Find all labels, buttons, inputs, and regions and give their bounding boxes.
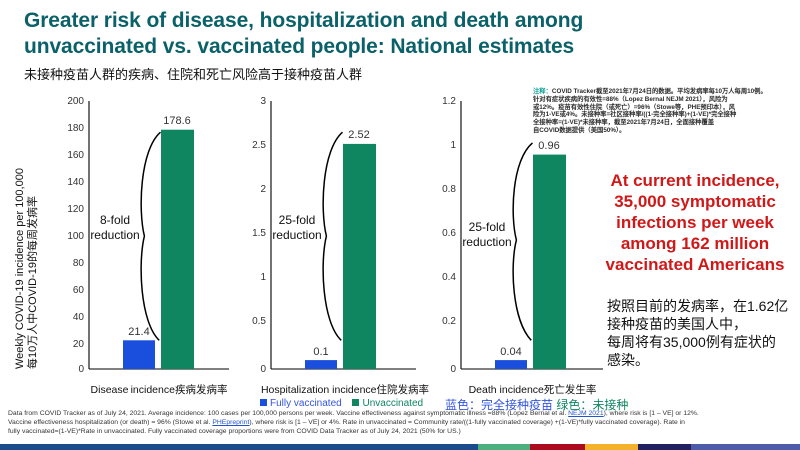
svg-text:0.04: 0.04	[500, 346, 521, 358]
svg-text:0.8: 0.8	[442, 184, 456, 195]
svg-text:1.2: 1.2	[442, 96, 456, 107]
svg-text:0.2: 0.2	[442, 316, 456, 327]
svg-text:0.96: 0.96	[538, 140, 559, 152]
svg-text:1: 1	[450, 140, 456, 151]
svg-text:0.6: 0.6	[442, 228, 456, 239]
svg-text:0: 0	[450, 364, 456, 375]
svg-text:0.4: 0.4	[442, 272, 456, 283]
